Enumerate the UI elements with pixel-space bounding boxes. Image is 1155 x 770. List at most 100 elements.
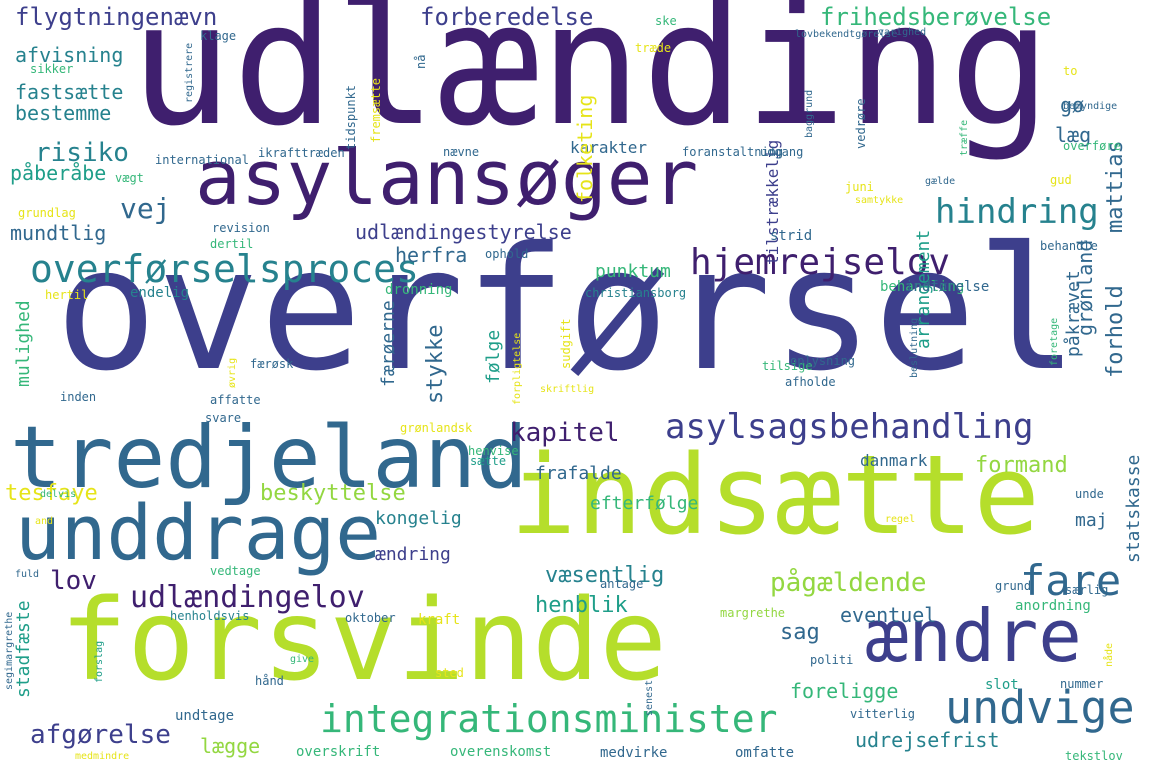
cloud-word-forslag: forslag	[94, 640, 105, 683]
cloud-word-behandle: behandle	[1040, 239, 1098, 253]
cloud-word-overenskomst: overenskomst	[450, 744, 552, 760]
cloud-word-udrejsefrist: udrejsefrist	[855, 728, 1000, 752]
cloud-word-hertil: hertil	[45, 288, 89, 302]
cloud-word-dronning: dronning	[385, 282, 453, 298]
cloud-word-endelig: endelig	[130, 285, 190, 301]
cloud-word-saerlig: særlig	[1065, 583, 1109, 597]
cloud-word-karakter: karakter	[570, 138, 648, 157]
cloud-word-overforselsproces: overførselsproces	[30, 247, 419, 291]
cloud-word-lov: lov	[50, 566, 97, 596]
cloud-word-folketing: folketing	[573, 94, 597, 203]
cloud-word-bestemme: bestemme	[15, 101, 112, 125]
cloud-word-and: and	[35, 516, 54, 527]
cloud-word-aendring: ændring	[375, 544, 451, 565]
cloud-word-ikrafttraeden: ikrafttræden	[258, 146, 345, 160]
cloud-word-beskyttelse: beskyttelse	[260, 481, 406, 506]
cloud-word-asylsagsbehandling: asylsagsbehandling	[665, 407, 1034, 447]
cloud-word-slot: slot	[985, 677, 1019, 693]
cloud-word-tilsige: tilsige	[762, 359, 813, 373]
cloud-word-henholdsvis: henholdsvis	[170, 609, 250, 623]
cloud-word-punktum: punktum	[595, 261, 671, 282]
cloud-word-sikker: sikker	[30, 62, 74, 76]
cloud-word-indforelse: indførelse	[905, 279, 990, 295]
cloud-word-skriftlig: skriftlig	[540, 384, 595, 395]
cloud-word-ovrig: øvrig	[227, 357, 238, 388]
cloud-word-vitterlig: vitterlig	[850, 707, 916, 721]
cloud-word-gronlandsk: grønlandsk	[400, 421, 473, 435]
cloud-word-mattias: mattias	[1103, 140, 1128, 233]
cloud-word-aendre: ændre	[865, 594, 1082, 678]
cloud-word-international: international	[155, 153, 249, 167]
cloud-word-traeffe: træffe	[959, 119, 970, 156]
cloud-word-foretage: foretage	[1049, 317, 1060, 366]
cloud-word-strid: strid	[770, 228, 813, 244]
cloud-word-nade: nåde	[1104, 642, 1115, 667]
cloud-word-henvise: henvise	[468, 444, 519, 458]
cloud-word-tesfaye: tesfaye	[5, 481, 98, 506]
cloud-word-vedtage: vedtage	[210, 564, 261, 578]
cloud-word-udlaending: udlænding	[130, 0, 1052, 164]
cloud-word-pakraevet: påkrævet	[1063, 270, 1084, 357]
cloud-word-samtykke: samtykke	[855, 195, 904, 206]
cloud-word-politi: politi	[810, 653, 854, 667]
cloud-word-naevne: nævne	[443, 145, 480, 159]
cloud-word-inden: inden	[60, 390, 97, 404]
cloud-word-herfra: herfra	[395, 243, 468, 267]
cloud-word-margrethe: margrethe	[720, 606, 786, 620]
cloud-word-laegge: lægge	[200, 734, 261, 758]
cloud-word-oktober: oktober	[345, 611, 396, 625]
cloud-word-folge: følge	[483, 329, 504, 384]
cloud-word-faerosk: færøsk	[250, 357, 294, 371]
cloud-word-grund: grund	[995, 579, 1032, 593]
cloud-word-sag: sag	[780, 620, 820, 645]
cloud-word-tidspunkt: tidspunkt	[344, 84, 358, 150]
cloud-word-stadfaeste: stadfæste	[13, 600, 34, 698]
cloud-word-unde: unde	[1075, 487, 1104, 501]
cloud-word-varighed: varighed	[878, 27, 927, 38]
cloud-word-go: gø	[1060, 93, 1085, 117]
cloud-word-gud: gud	[1050, 173, 1072, 187]
cloud-word-hand: hånd	[255, 674, 284, 688]
cloud-word-vaegt: vægt	[115, 171, 144, 185]
cloud-word-vaesentlig: væsentlig	[545, 563, 665, 588]
cloud-word-tredjeland: tredjeland	[10, 408, 528, 508]
cloud-word-affatte: affatte	[210, 393, 261, 407]
cloud-word-udgang: udgang	[760, 145, 804, 159]
cloud-word-afholde: afholde	[785, 375, 836, 389]
cloud-word-give: give	[290, 654, 315, 665]
cloud-word-nummer: nummer	[1060, 677, 1104, 691]
cloud-word-baggrund: baggrund	[804, 89, 815, 138]
cloud-word-hindring: hindring	[935, 192, 1099, 232]
cloud-word-efterfolge: efterfølge	[590, 493, 699, 514]
cloud-word-saette: sætte	[470, 454, 507, 468]
cloud-word-eventuel: eventuel	[840, 603, 937, 627]
cloud-word-afgorelse: afgørelse	[30, 720, 171, 750]
cloud-word-asylansoger: asylansøger	[195, 133, 699, 222]
cloud-word-grundlag: grundlag	[18, 206, 76, 220]
cloud-word-mundtlig: mundtlig	[10, 221, 107, 245]
cloud-word-segimargrethe: segimargrethe	[4, 611, 15, 690]
cloud-word-to: to	[1063, 64, 1078, 78]
cloud-word-frihedsberovelse: frihedsberøvelse	[820, 3, 1052, 31]
cloud-word-udlaendingestyrelse: udlændingestyrelse	[355, 220, 572, 244]
cloud-word-afvisning: afvisning	[15, 43, 124, 67]
cloud-word-maj: maj	[1075, 510, 1108, 531]
cloud-word-faeroerne: færøerne	[378, 300, 399, 387]
cloud-word-fare: fare	[1020, 556, 1122, 605]
cloud-word-lovbekendtgorelse: lovbekendtgørelse	[795, 29, 898, 40]
cloud-word-danmark: danmark	[860, 451, 928, 470]
cloud-word-mulighed: mulighed	[13, 300, 34, 387]
cloud-word-undtage: undtage	[175, 708, 235, 724]
cloud-word-foranstaltning: foranstaltning	[682, 145, 784, 159]
cloud-word-vedrore: vedrøre	[854, 98, 868, 149]
cloud-word-formand: formand	[975, 453, 1068, 478]
cloud-word-registrere: registrere	[184, 42, 195, 103]
cloud-word-fremsaette: fremsætte	[369, 77, 383, 143]
cloud-word-henblik: henblik	[535, 593, 628, 618]
cloud-word-statskasse: statskasse	[1123, 454, 1144, 563]
cloud-word-overfore: overføre	[1063, 139, 1121, 153]
cloud-word-kapitel: kapitel	[510, 418, 620, 448]
cloud-word-tekstlov: tekstlov	[1065, 749, 1123, 763]
cloud-word-bemyndige: bemyndige	[1063, 101, 1118, 112]
cloud-word-behandling: behandling	[880, 279, 965, 295]
